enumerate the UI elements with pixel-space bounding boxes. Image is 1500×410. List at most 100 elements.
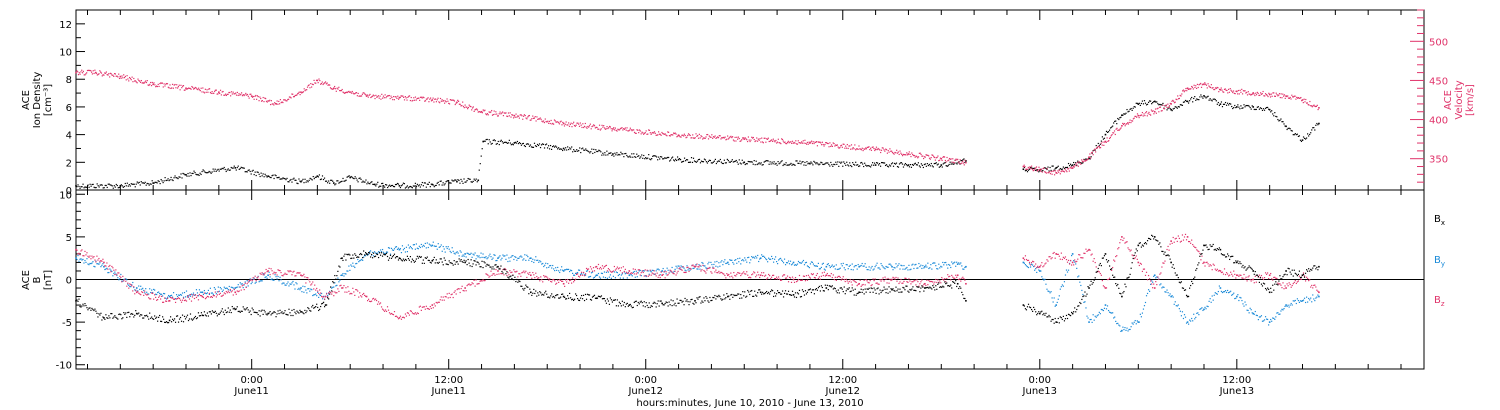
by-series-sample <box>666 267 668 269</box>
velocity-series-sample <box>533 117 536 119</box>
by-series-sample <box>656 268 658 270</box>
bz-series-sample <box>791 276 794 278</box>
velocity-series-sample <box>297 92 300 94</box>
bz-series-sample <box>798 274 801 277</box>
by-series-sample <box>598 276 601 278</box>
by-series-sample <box>859 265 861 267</box>
bz-series-sample <box>325 293 328 295</box>
density-series-sample <box>437 181 439 183</box>
velocity-series-sample <box>1125 123 1127 125</box>
density-series-point <box>907 164 910 166</box>
density-series-sample <box>247 169 249 171</box>
density-series-sample <box>499 140 501 142</box>
bz-series-sample <box>537 277 539 279</box>
density-series-sample <box>1199 96 1201 98</box>
bz-series-sample <box>102 258 104 260</box>
by-series-sample <box>331 287 333 289</box>
density-series-sample <box>457 179 459 181</box>
velocity-series-sample <box>914 156 916 158</box>
by-series-sample <box>770 258 772 260</box>
bz-series-sample <box>656 272 658 274</box>
velocity-series-sample <box>555 121 557 123</box>
velocity-series-sample <box>1255 94 1258 96</box>
velocity-series-sample <box>412 99 414 102</box>
velocity-series-sample <box>526 118 528 120</box>
density-series-sample <box>448 182 450 184</box>
by-series-sample <box>867 269 869 271</box>
by-series-sample <box>1237 294 1239 296</box>
velocity-series-sample <box>1163 108 1166 110</box>
by-series-sample <box>493 254 495 256</box>
by-series-sample <box>764 256 766 258</box>
velocity-series-sample <box>932 154 934 157</box>
velocity-series-sample <box>1226 89 1228 92</box>
density-series-sample <box>781 160 783 162</box>
by-series-sample <box>1103 307 1106 309</box>
density-series-sample <box>441 184 443 186</box>
density-series-sample <box>847 164 849 166</box>
by-series-sample <box>470 252 472 254</box>
density-series-sample <box>908 166 911 168</box>
velocity-series-sample <box>688 134 690 136</box>
by-series-sample <box>1263 319 1266 321</box>
density-series-sample <box>1229 102 1231 105</box>
velocity-series-sample <box>675 133 677 135</box>
by-series-sample <box>1307 301 1309 303</box>
bz-series-sample <box>327 296 329 298</box>
velocity-series-sample <box>951 161 953 163</box>
density-series-sample <box>722 162 724 165</box>
by-series-sample <box>98 263 100 265</box>
velocity-series-point <box>316 79 319 82</box>
by-series-sample <box>258 281 260 283</box>
by-series-sample <box>728 263 730 266</box>
bz-series-sample <box>683 271 685 274</box>
bz-series-point <box>497 270 499 272</box>
density-series-sample <box>802 161 804 163</box>
velocity-series-sample <box>761 137 763 139</box>
by-series-sample <box>803 264 806 266</box>
bz-series-sample <box>534 277 536 279</box>
velocity-series-sample <box>741 137 744 139</box>
velocity-series-sample <box>597 128 599 130</box>
velocity-series-sample <box>1249 93 1251 95</box>
density-series-sample <box>869 165 871 167</box>
velocity-series-sample <box>1126 123 1128 125</box>
density-series-sample <box>955 162 957 164</box>
density-series-sample <box>1120 116 1122 118</box>
by-series-sample <box>281 283 283 285</box>
bz-series-sample <box>255 280 257 282</box>
by-series-sample <box>1062 285 1064 287</box>
by-series-sample <box>771 255 773 258</box>
velocity-series-sample <box>352 92 354 94</box>
bz-series-sample <box>580 271 583 273</box>
velocity-series-sample <box>1251 93 1253 96</box>
bz-series-sample <box>788 276 791 278</box>
by-series-sample <box>815 265 817 267</box>
velocity-series-sample <box>866 146 868 149</box>
velocity-series-sample <box>757 138 759 140</box>
velocity-series-sample <box>376 96 379 98</box>
density-series-sample <box>1051 165 1053 167</box>
density-series-sample <box>947 165 949 167</box>
by-series-sample <box>1030 263 1033 265</box>
bz-series-sample <box>704 270 706 273</box>
bz-series-sample <box>631 272 633 274</box>
bz-series-sample <box>887 277 889 280</box>
by-series-sample <box>934 262 936 264</box>
density-series-sample <box>579 147 581 149</box>
density-series-sample <box>720 161 722 163</box>
by-series-sample <box>172 292 175 294</box>
velocity-series-sample <box>702 137 705 139</box>
velocity-series-sample <box>573 121 575 123</box>
density-series-sample <box>171 179 173 181</box>
by-series-sample <box>676 267 678 269</box>
bz-series-sample <box>293 270 295 272</box>
density-series-sample <box>401 184 404 186</box>
density-series-sample <box>92 183 94 185</box>
density-series-sample <box>597 150 599 153</box>
bz-series-sample <box>205 297 208 299</box>
density-series-sample <box>113 185 115 187</box>
velocity-series-sample <box>120 77 122 79</box>
bz-series-sample <box>138 292 140 294</box>
density-series-sample <box>948 163 950 166</box>
